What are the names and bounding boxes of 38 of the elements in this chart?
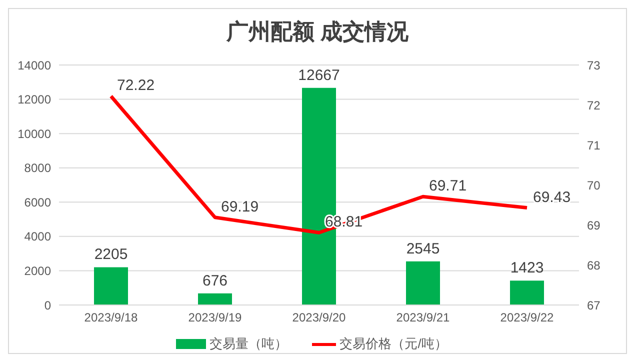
data-label: 676: [202, 272, 228, 290]
y2-tick-label: 68: [587, 258, 601, 272]
chart-title: 广州配额 成交情况: [225, 18, 410, 46]
data-label: 72.22: [117, 77, 155, 94]
data-label: 68.81: [325, 214, 363, 231]
y2-tick-label: 67: [587, 298, 601, 312]
x-tick-label: 2023/9/21: [396, 310, 450, 325]
y2-tick-label: 71: [587, 138, 601, 152]
data-label: 1423: [510, 260, 544, 277]
x-tick-label: 2023/9/22: [500, 310, 554, 325]
x-tick-label: 2023/9/20: [292, 310, 346, 325]
line-series: [109, 94, 529, 234]
y-tick-label: 2000: [24, 264, 52, 278]
y2-tick-label: 69: [587, 218, 601, 232]
y-tick-label: 0: [44, 298, 52, 312]
data-label: 69.43: [533, 188, 571, 206]
y2-tick-label: 72: [587, 98, 601, 112]
data-label: 2545: [406, 240, 440, 258]
y-tick-label: 14000: [18, 58, 52, 72]
bar: [406, 261, 440, 305]
x-tick-label: 2023/9/18: [84, 310, 138, 325]
data-label: 12667: [298, 66, 340, 84]
bar: [198, 293, 232, 305]
data-label: 69.71: [429, 178, 467, 195]
y-tick-label: 10000: [18, 126, 52, 141]
y2-tick-label: 73: [587, 58, 601, 72]
y2-tick-label: 70: [587, 178, 601, 192]
bar: [94, 267, 128, 305]
legend-label: 交易量（吨）: [208, 335, 288, 353]
data-label: 2205: [94, 246, 128, 264]
x-tick-label: 2023/9/19: [188, 310, 242, 325]
bar: [510, 280, 544, 305]
data-label: 69.19: [221, 198, 259, 216]
legend-label: 交易价格（元/吨）: [338, 335, 448, 353]
y-tick-label: 12000: [18, 92, 52, 107]
y-tick-label: 6000: [24, 195, 52, 210]
y-tick-label: 4000: [24, 230, 52, 244]
y-tick-label: 8000: [24, 161, 52, 176]
